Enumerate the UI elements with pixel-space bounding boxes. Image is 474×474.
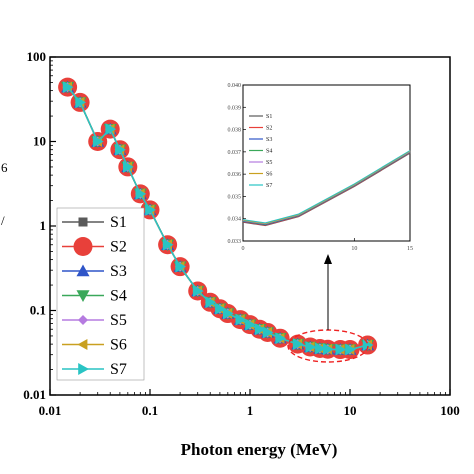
data-point-s7 — [345, 343, 356, 356]
inset-legend-label: S3 — [266, 137, 272, 143]
legend-entry-s2: S2 — [62, 237, 127, 256]
data-point-s7 — [145, 203, 156, 216]
data-point-s7 — [275, 332, 287, 345]
inset-y-tick-label: 0.040 — [228, 83, 242, 89]
data-point-s7 — [245, 318, 256, 331]
series-marks — [58, 77, 378, 360]
inset-y-tick-label: 0.039 — [228, 105, 242, 111]
data-point-s7 — [335, 343, 347, 356]
data-point-s7 — [62, 81, 74, 94]
inset-y-tick-label: 0.038 — [228, 128, 242, 134]
legend-label: S3 — [110, 263, 127, 280]
arrow-head — [324, 254, 332, 264]
inset-x-tick-label: 15 — [407, 246, 413, 252]
inset-series-line-s7 — [242, 150, 411, 224]
data-point-s7 — [215, 302, 226, 315]
y-label-fragment: / — [1, 213, 5, 228]
y-tick-label: 0.01 — [23, 387, 46, 402]
legend: S1 S2 S3 S4 S5 S6 S7 — [56, 207, 145, 381]
data-point-s7 — [262, 326, 274, 339]
legend-label: S1 — [110, 214, 127, 231]
data-point-s7 — [315, 342, 326, 355]
legend-marker — [76, 290, 90, 302]
x-tick-label: 10 — [344, 403, 357, 418]
inset-legend-label: S5 — [266, 160, 272, 166]
data-point-s7 — [115, 143, 126, 156]
data-point-s7 — [192, 285, 204, 298]
legend-marker — [78, 363, 89, 375]
inset-legend-label: S4 — [266, 149, 272, 155]
data-point-s7 — [305, 340, 317, 353]
data-point-s7 — [235, 313, 247, 326]
legend-label: S4 — [110, 288, 127, 305]
data-point-s7 — [162, 238, 174, 251]
data-point-s7 — [323, 343, 334, 356]
legend-label: S7 — [110, 361, 127, 378]
legend-marker — [77, 339, 88, 350]
y-label-fragment: 6 — [1, 160, 8, 175]
data-point-s7 — [292, 338, 304, 351]
legend-label: S2 — [110, 239, 127, 256]
legend-entry-s6: S6 — [62, 337, 127, 354]
annotations — [287, 254, 369, 363]
x-tick-label: 100 — [440, 403, 460, 418]
x-axis-label: Photon energy (MeV) — [181, 440, 338, 459]
y-tick-label: 1 — [40, 218, 47, 233]
series-s7 — [62, 81, 374, 356]
inset-legend-label: S6 — [266, 172, 272, 178]
data-point-s7 — [175, 260, 187, 273]
inset-y-tick-label: 0.033 — [228, 239, 242, 245]
inset-y-tick-label: 0.035 — [228, 194, 242, 200]
legend-entry-s4: S4 — [62, 288, 127, 305]
inset-y-tick-label: 0.036 — [228, 172, 242, 178]
inset-legend-label: S7 — [266, 183, 272, 189]
data-point-s7 — [205, 296, 217, 309]
legend-marker — [78, 217, 88, 227]
inset-y-tick-label: 0.034 — [228, 217, 242, 223]
inset-chart: 0 10 15 0.033 0.034 0.035 0.036 0.037 0.038 0.039… — [228, 83, 414, 252]
legend-marker — [76, 264, 90, 277]
legend-entry-s5: S5 — [62, 312, 127, 329]
x-tick-label: 0.1 — [142, 403, 158, 418]
y-tick-label: 0.1 — [30, 303, 46, 318]
data-point-s7 — [123, 160, 134, 173]
legend-entry-s3: S3 — [62, 263, 127, 280]
legend-entry-s7: S7 — [62, 361, 127, 378]
data-point-s7 — [105, 123, 117, 136]
legend-box — [56, 207, 145, 381]
x-tick-label: 0.01 — [39, 403, 62, 418]
legend-marker — [73, 237, 93, 256]
inset-frame — [242, 84, 411, 242]
data-point-s7 — [362, 339, 374, 352]
data-point-s7 — [75, 96, 87, 109]
data-point-s7 — [254, 323, 266, 336]
data-point-s7 — [135, 187, 147, 200]
legend-entry-s1: S1 — [62, 214, 127, 231]
inset-x-tick-label: 0 — [242, 246, 245, 252]
y-tick-label: 10 — [33, 134, 46, 149]
inset-y-tick-label: 0.037 — [228, 150, 242, 156]
legend-label: S5 — [110, 312, 127, 329]
inset-legend-label: S1 — [266, 114, 272, 120]
data-point-s7 — [92, 135, 104, 148]
y-tick-label: 100 — [27, 49, 47, 64]
data-point-s7 — [223, 307, 234, 320]
x-tick-label: 1 — [247, 403, 254, 418]
inset-x-tick-label: 10 — [351, 246, 357, 252]
inset-legend-label: S2 — [266, 126, 272, 132]
legend-label: S6 — [110, 337, 127, 354]
legend-marker — [78, 315, 88, 325]
